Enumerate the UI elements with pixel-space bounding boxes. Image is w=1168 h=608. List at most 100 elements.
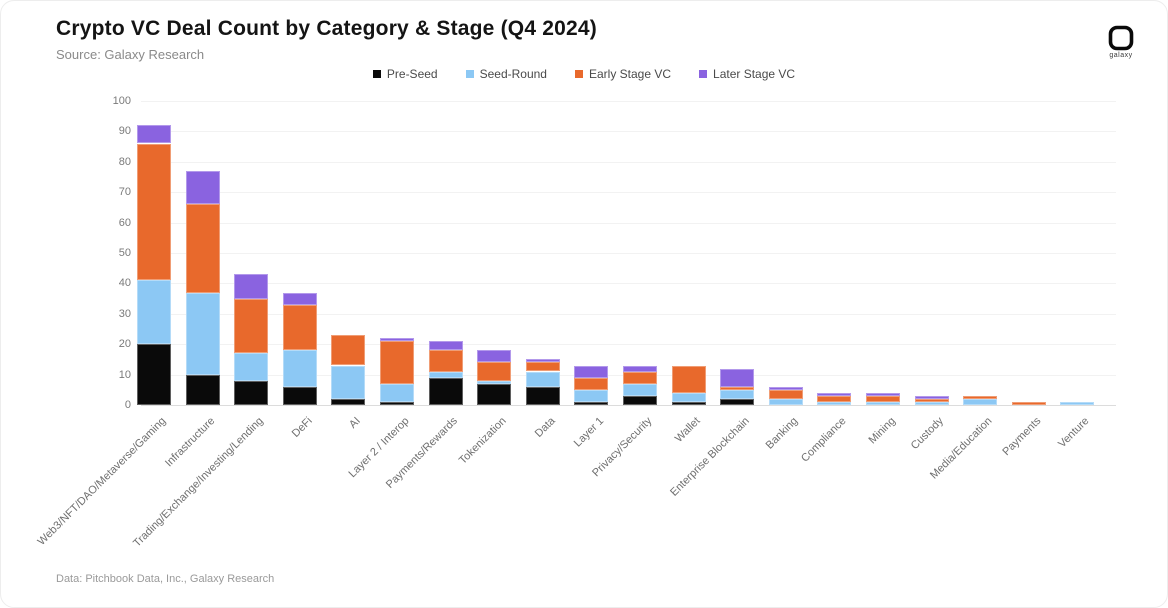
- bar-segment: [428, 350, 463, 372]
- bar-segment: [282, 292, 317, 305]
- bar-segment: [1060, 402, 1095, 405]
- legend: Pre-Seed Seed-Round Early Stage VC Later St…: [1, 67, 1167, 81]
- bar-segment: [768, 389, 803, 399]
- bar-segment: [185, 170, 220, 205]
- galaxy-logo: galaxy: [1101, 25, 1141, 59]
- bar-segment: [720, 368, 755, 387]
- x-category-label: DeFi: [289, 415, 315, 440]
- x-category-label: Banking: [763, 415, 801, 452]
- bar-segment: [477, 362, 512, 381]
- bar-segment: [428, 341, 463, 351]
- bar-segment: [185, 374, 220, 405]
- bar-segment: [380, 383, 414, 402]
- bar-segment: [817, 395, 852, 402]
- bar-segment: [137, 143, 171, 281]
- bar-segment: [525, 386, 560, 405]
- bar-segment: [866, 392, 900, 396]
- bar-segment: [914, 398, 949, 402]
- page-title: Crypto VC Deal Count by Category & Stage…: [56, 17, 597, 40]
- bar-segment: [234, 380, 269, 405]
- x-category-label: Infrastructure: [162, 415, 218, 470]
- bar-segment: [477, 350, 512, 363]
- bar-segment: [720, 389, 755, 399]
- bar-segment: [817, 392, 852, 396]
- gridline: [141, 344, 1116, 346]
- gridline: [141, 313, 1116, 315]
- bar-segment: [574, 389, 609, 402]
- bar-segment: [282, 350, 317, 387]
- bar-segment: [574, 377, 609, 390]
- legend-marker: [465, 70, 474, 78]
- y-tick-label: 40: [118, 277, 131, 290]
- bar-segment: [574, 365, 609, 378]
- bar-segment: [380, 341, 414, 384]
- gridline: [141, 253, 1116, 254]
- y-tick-label: 20: [118, 338, 131, 351]
- bar-segment: [185, 204, 220, 293]
- bar-segment: [380, 338, 414, 342]
- x-category-label: Layer 1: [571, 415, 606, 450]
- bar-segment: [914, 402, 949, 405]
- gridline: [141, 101, 1116, 102]
- bar-segment: [768, 386, 803, 390]
- bar-segment: [866, 395, 900, 402]
- legend-label: Pre-Seed: [386, 67, 438, 81]
- bar-segment: [282, 386, 317, 405]
- chart-source: Source: Galaxy Research: [56, 47, 205, 62]
- bar-segment: [963, 395, 998, 399]
- y-tick-label: 90: [118, 125, 131, 138]
- legend-label: Early Stage VC: [588, 67, 672, 81]
- bar-segment: [768, 398, 803, 405]
- bar-segment: [525, 371, 560, 387]
- x-category-label: Payments: [1000, 415, 1044, 459]
- x-category-label: AI: [347, 415, 363, 431]
- bar-segment: [574, 402, 609, 405]
- bar-segment: [623, 383, 657, 396]
- bar-segment: [525, 362, 560, 372]
- y-tick-label: 10: [118, 368, 131, 381]
- legend-marker: [574, 70, 583, 78]
- bar-segment: [623, 365, 657, 372]
- gridline: [141, 192, 1116, 194]
- bar-segment: [234, 298, 269, 354]
- bar-segment: [623, 395, 657, 405]
- bar-segment: [671, 392, 706, 402]
- bar-segment: [331, 335, 366, 366]
- bar-segment: [282, 304, 317, 351]
- bar-segment: [477, 383, 512, 405]
- legend-item-later-stage-vc: Later Stage VC: [699, 67, 795, 81]
- legend-label: Later Stage VC: [713, 67, 796, 81]
- x-axis-line: [141, 405, 1116, 406]
- galaxy-logo-icon: [1101, 25, 1141, 51]
- legend-label: Seed-Round: [479, 67, 547, 81]
- bar-segment: [477, 380, 512, 384]
- bar-segment: [671, 365, 706, 393]
- x-category-label: Venture: [1056, 415, 1092, 451]
- bar-segment: [234, 353, 269, 381]
- y-tick-label: 100: [112, 95, 131, 107]
- bar-segment: [137, 280, 171, 345]
- gridline: [141, 222, 1116, 224]
- y-tick-label: 0: [124, 399, 131, 411]
- data-attribution: Data: Pitchbook Data, Inc., Galaxy Resea…: [56, 573, 275, 585]
- bar-segment: [914, 395, 949, 399]
- x-category-label: Custody: [909, 415, 947, 453]
- bar-segment: [380, 402, 414, 405]
- bar-segment: [234, 274, 269, 299]
- bar-segment: [428, 377, 463, 405]
- x-category-label: Wallet: [673, 415, 704, 445]
- bar-segment: [331, 398, 366, 405]
- legend-item-seed-round: Seed-Round: [465, 67, 547, 81]
- y-tick-label: 80: [118, 155, 131, 168]
- x-category-label: Tokenization: [456, 415, 509, 467]
- x-category-label: Mining: [866, 415, 898, 447]
- bar-segment: [185, 292, 220, 375]
- x-category-label: Compliance: [799, 415, 849, 465]
- y-tick-label: 70: [118, 186, 131, 199]
- legend-item-early-stage-vc: Early Stage VC: [574, 67, 672, 81]
- legend-marker: [699, 70, 708, 78]
- y-tick-label: 50: [118, 247, 131, 259]
- bar-segment: [866, 402, 900, 405]
